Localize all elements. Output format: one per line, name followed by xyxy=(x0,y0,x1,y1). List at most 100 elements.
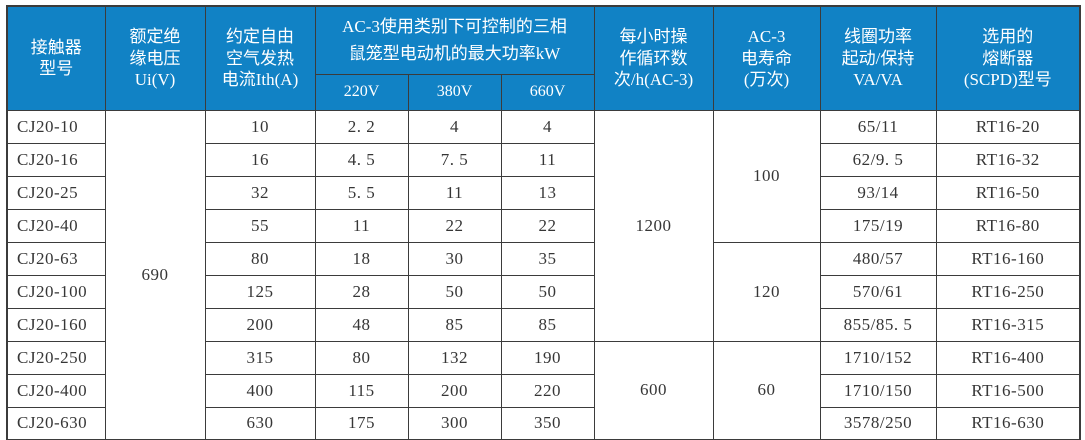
header-line: AC-3使用类别下可控制的三相 xyxy=(342,17,567,36)
header-rated-insulation-voltage: 额定绝 缘电压 Ui(V) xyxy=(104,5,206,111)
cell-p220: 18 xyxy=(314,241,409,276)
cell-model: CJ20-25 xyxy=(6,175,106,210)
header-line: VA/VA xyxy=(853,69,903,89)
header-line: 电流Ith(A) xyxy=(221,69,299,89)
cell-p380: 132 xyxy=(407,340,502,375)
header-electrical-life: AC-3 电寿命 (万次) xyxy=(712,5,821,111)
table-row: CJ20-250 315 80 132 190 600 60 1710/152 … xyxy=(6,340,1081,440)
header-coil-power-lines: 线圈功率 起动/保持 VA/VA xyxy=(821,22,935,94)
cell-p660: 220 xyxy=(500,373,595,408)
table-row: CJ20-10 690 10 2. 2 4 4 1200 100 65/11 R… xyxy=(6,109,1081,440)
cell-p660: 350 xyxy=(500,406,595,440)
cell-fuse: RT16-160 xyxy=(935,241,1081,276)
header-contactor-model: 接触器 型号 xyxy=(6,5,106,111)
header-660v: 660V xyxy=(500,73,595,111)
cell-p660: 22 xyxy=(500,208,595,243)
header-line: (SCPD)型号 xyxy=(963,69,1052,89)
header-line: (万次) xyxy=(743,69,790,89)
cell-fuse: RT16-400 xyxy=(935,340,1081,375)
cell-fuse: RT16-250 xyxy=(935,274,1081,309)
cell-p660: 190 xyxy=(500,340,595,375)
cell-cycles-merged: 600 xyxy=(593,340,714,440)
cell-fuse: RT16-500 xyxy=(935,373,1081,408)
header-line: Ui(V) xyxy=(134,69,176,89)
cell-p380: 300 xyxy=(407,406,502,440)
cell-model: CJ20-630 xyxy=(6,406,106,440)
cell-coil: 1710/150 xyxy=(819,373,937,408)
cell-p220: 115 xyxy=(314,373,409,408)
table-row: CJ20-63 80 18 30 35 120 480/57 RT16-160 xyxy=(6,241,1081,342)
cell-ith: 16 xyxy=(204,142,316,177)
cell-life-merged: 100 xyxy=(712,109,821,243)
cell-p220: 80 xyxy=(314,340,409,375)
header-line: 熔断器 xyxy=(982,48,1034,68)
header-contactor-model-lines: 接触器 型号 xyxy=(8,33,104,84)
cell-ui-merged: 690 xyxy=(104,109,206,440)
cell-p380: 30 xyxy=(407,241,502,276)
cell-fuse: RT16-32 xyxy=(935,142,1081,177)
header-line: 接触器 xyxy=(30,38,82,57)
header-thermal-current-lines: 约定自由 空气发热 电流Ith(A) xyxy=(206,22,314,94)
cell-coil: 175/19 xyxy=(819,208,937,243)
cell-p380: 50 xyxy=(407,274,502,309)
cell-p220: 28 xyxy=(314,274,409,309)
cell-ith: 10 xyxy=(204,109,316,144)
header-380v: 380V xyxy=(407,73,502,111)
header-line: 电寿命 xyxy=(741,48,793,68)
cell-ith: 80 xyxy=(204,241,316,276)
header-line: 鼠笼型电动机的最大功率kW xyxy=(348,44,561,64)
cell-p380: 200 xyxy=(407,373,502,408)
header-line: 型号 xyxy=(39,59,74,79)
cell-fuse: RT16-80 xyxy=(935,208,1081,243)
header-line: 次/h(AC-3) xyxy=(613,69,694,89)
cell-model: CJ20-250 xyxy=(6,340,106,375)
cell-coil: 1710/152 xyxy=(819,340,937,375)
cell-model: CJ20-10 xyxy=(6,109,106,144)
cell-p660: 50 xyxy=(500,274,595,309)
cell-model: CJ20-400 xyxy=(6,373,106,408)
cell-fuse: RT16-50 xyxy=(935,175,1081,210)
cell-p660: 35 xyxy=(500,241,595,276)
cell-fuse: RT16-20 xyxy=(935,109,1081,144)
cell-p380: 85 xyxy=(407,307,502,342)
cell-ith: 125 xyxy=(204,274,316,309)
cell-p380: 7. 5 xyxy=(407,142,502,177)
cell-p220: 48 xyxy=(314,307,409,342)
cell-p660: 85 xyxy=(500,307,595,342)
header-coil-power: 线圈功率 起动/保持 VA/VA xyxy=(819,5,937,111)
table-row: CJ20-100 125 28 50 50 570/61 RT16-250 xyxy=(6,274,1081,309)
header-line: 空气发热 xyxy=(226,48,294,68)
table-row: CJ20-40 55 11 22 22 175/19 RT16-80 xyxy=(6,208,1081,243)
table-row: CJ20-25 32 5. 5 11 13 93/14 RT16-50 xyxy=(6,175,1081,210)
cell-coil: 62/9. 5 xyxy=(819,142,937,177)
cell-p660: 11 xyxy=(500,142,595,177)
header-line: 额定绝 xyxy=(129,27,181,47)
cell-ith: 32 xyxy=(204,175,316,210)
header-operating-cycles: 每小时操 作循环数 次/h(AC-3) xyxy=(593,5,714,111)
cell-model: CJ20-100 xyxy=(6,274,106,309)
header-rated-insulation-voltage-lines: 额定绝 缘电压 Ui(V) xyxy=(106,22,204,94)
cell-fuse: RT16-630 xyxy=(935,406,1081,440)
table-row: CJ20-630 630 175 300 350 3578/250 RT16-6… xyxy=(6,406,1081,440)
cell-ith: 200 xyxy=(204,307,316,342)
cell-p220: 175 xyxy=(314,406,409,440)
cell-p660: 4 xyxy=(500,109,595,144)
cell-life-merged: 120 xyxy=(712,241,821,342)
cell-p380: 22 xyxy=(407,208,502,243)
cell-model: CJ20-16 xyxy=(6,142,106,177)
table-row: CJ20-160 200 48 85 85 855/85. 5 RT16-315 xyxy=(6,307,1081,342)
cell-ith: 630 xyxy=(204,406,316,440)
header-line: 缘电压 xyxy=(129,48,181,68)
cell-coil: 570/61 xyxy=(819,274,937,309)
header-fuse-type: 选用的 熔断器 (SCPD)型号 xyxy=(935,5,1081,111)
cell-p220: 5. 5 xyxy=(314,175,409,210)
cell-coil: 480/57 xyxy=(819,241,937,276)
header-220v: 220V xyxy=(314,73,409,111)
header-fuse-type-lines: 选用的 熔断器 (SCPD)型号 xyxy=(937,22,1079,94)
header-line: 作循环数 xyxy=(619,48,688,68)
cell-p220: 2. 2 xyxy=(314,109,409,144)
cell-coil: 65/11 xyxy=(819,109,937,144)
cell-p220: 11 xyxy=(314,208,409,243)
cell-p220: 4. 5 xyxy=(314,142,409,177)
